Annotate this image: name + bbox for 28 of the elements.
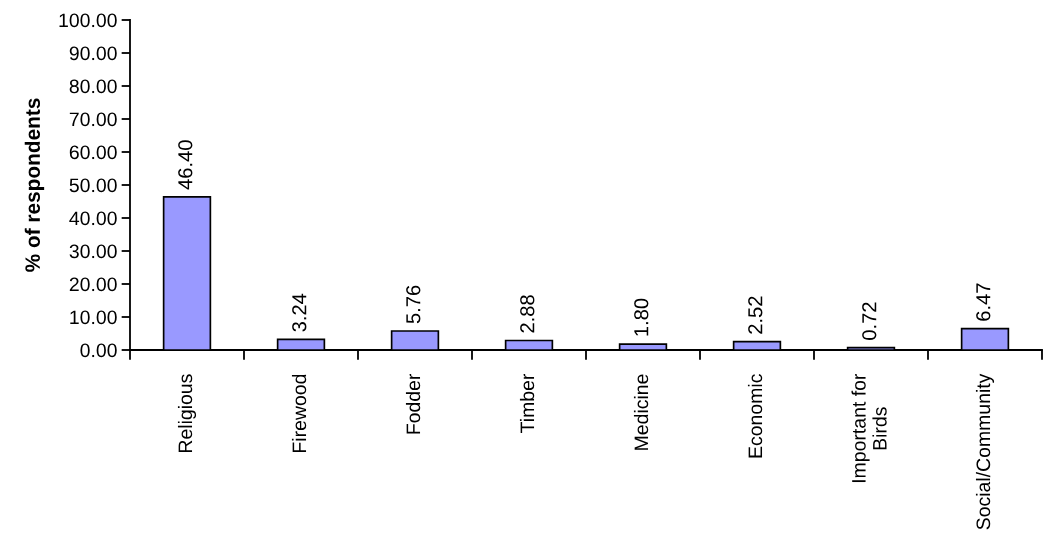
y-axis-title: % of respondents <box>24 98 45 272</box>
y-tick-label: 100.00 <box>59 13 117 28</box>
x-tick-label: Fodder <box>405 373 421 434</box>
x-tick-label: Medicine <box>633 374 649 450</box>
y-tick-label: 20.00 <box>69 277 117 292</box>
y-tick-label: 40.00 <box>69 211 117 226</box>
x-tick-label: Timber <box>519 373 535 433</box>
data-label: 6.47 <box>976 283 991 321</box>
x-tick-label: Economic <box>747 374 763 458</box>
y-tick-label: 70.00 <box>69 112 117 127</box>
data-label: 5.76 <box>406 285 421 324</box>
y-tick-label: 10.00 <box>70 310 117 325</box>
x-tick-label: Important for Birds <box>851 373 887 483</box>
x-tick-label: Social/Community <box>975 373 995 530</box>
data-label: 1.80 <box>634 298 649 336</box>
y-tick-label: 0.00 <box>80 343 117 358</box>
data-label: 3.24 <box>292 293 307 332</box>
y-tick-label: 90.00 <box>69 46 117 61</box>
y-tick-label: 30.00 <box>69 244 117 259</box>
data-label: 46.40 <box>178 140 193 190</box>
x-tick-label: Firewood <box>291 374 307 452</box>
data-label: 0.72 <box>862 302 877 340</box>
y-tick-label: 80.00 <box>69 79 117 94</box>
x-tick-label: Religious <box>177 374 197 452</box>
data-label: 2.52 <box>748 296 763 334</box>
y-tick-label: 60.00 <box>69 145 117 160</box>
y-tick-label: 50.00 <box>69 178 117 193</box>
data-label: 2.88 <box>520 295 535 333</box>
